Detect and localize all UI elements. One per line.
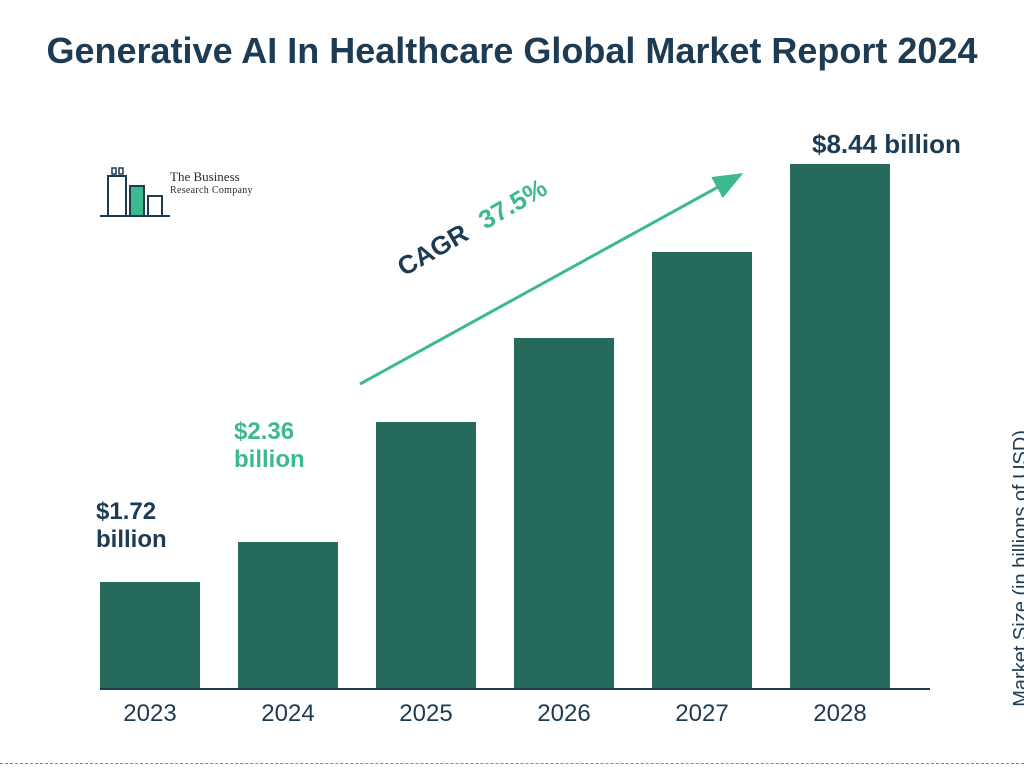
xlabel-2026: 2026 <box>514 700 614 728</box>
chart-canvas: Generative AI In Healthcare Global Marke… <box>0 0 1024 768</box>
bar-2028 <box>790 164 890 690</box>
bar-2025 <box>376 422 476 690</box>
value-label-2028-text: $8.44 billion <box>812 129 961 159</box>
value-label-2023-amount: $1.72 <box>96 498 216 526</box>
y-axis-label: Market Size (in billions of USD) <box>1010 430 1024 707</box>
value-label-2024-unit: billion <box>234 446 354 474</box>
bar-2027 <box>652 252 752 690</box>
xlabel-2028: 2028 <box>790 700 890 728</box>
xlabel-2025: 2025 <box>376 700 476 728</box>
x-axis-line <box>100 688 930 690</box>
xlabel-2027: 2027 <box>652 700 752 728</box>
xlabel-2024: 2024 <box>238 700 338 728</box>
value-label-2024-amount: $2.36 <box>234 418 354 446</box>
value-label-2024: $2.36 billion <box>234 418 354 473</box>
bar-2024 <box>238 542 338 690</box>
value-label-2028: $8.44 billion <box>812 130 961 160</box>
bar-2023 <box>100 582 200 690</box>
xlabel-2023: 2023 <box>100 700 200 728</box>
value-label-2023: $1.72 billion <box>96 498 216 553</box>
chart-title: Generative AI In Healthcare Global Marke… <box>0 28 1024 73</box>
bar-chart: 2023 2024 2025 2026 2027 2028 <box>100 160 930 690</box>
value-label-2023-unit: billion <box>96 526 216 554</box>
bar-2026 <box>514 338 614 690</box>
footer-divider <box>0 763 1024 764</box>
